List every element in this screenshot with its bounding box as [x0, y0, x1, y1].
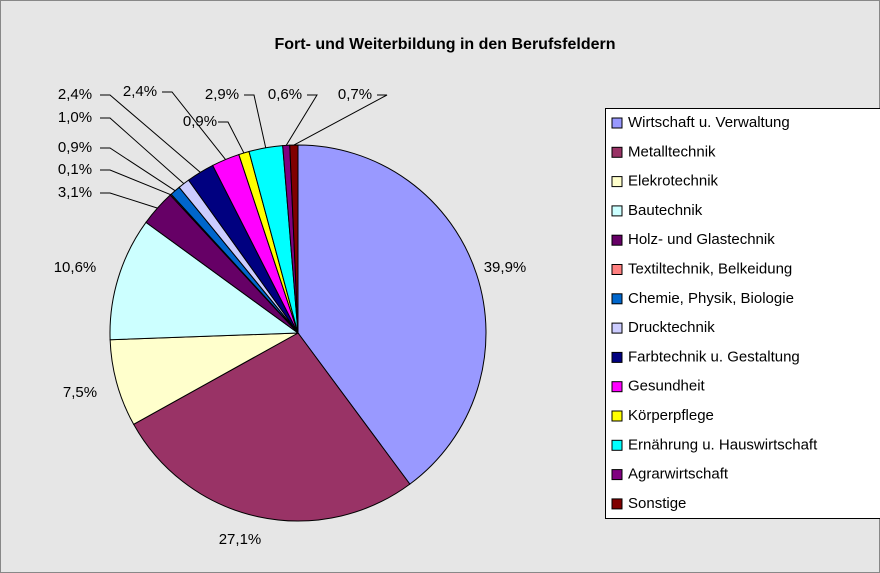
pie-slice: [297, 144, 487, 485]
legend-swatch: [611, 322, 623, 334]
data-label: 7,5%: [63, 384, 97, 401]
data-label: 0,1%: [58, 161, 92, 178]
legend-label: Chemie, Physik, Biologie: [628, 290, 794, 307]
legend-swatch: [611, 498, 623, 510]
legend-swatch: [611, 351, 623, 363]
data-label: 2,4%: [123, 83, 157, 100]
data-label: 39,9%: [484, 259, 527, 276]
leader-line: [100, 117, 185, 185]
legend-swatch: [611, 381, 623, 393]
legend-label: Holz- und Glastechnik: [628, 231, 775, 248]
leader-line: [285, 94, 318, 146]
data-label: 2,9%: [205, 86, 239, 103]
legend-swatch: [611, 176, 623, 188]
legend-swatch: [611, 264, 623, 275]
legend-label: Körperpflege: [628, 407, 714, 424]
leader-line: [293, 94, 388, 146]
data-label: 27,1%: [219, 531, 262, 548]
legend-box: [605, 108, 880, 519]
chart-title: Fort- und Weiterbildung in den Berufsfel…: [274, 36, 615, 53]
data-label: 0,6%: [268, 86, 302, 103]
legend-label: Elekrotechnik: [628, 173, 719, 190]
legend-swatch: [611, 293, 623, 305]
data-label: 0,7%: [338, 86, 372, 103]
legend-swatch: [611, 146, 623, 158]
legend-label: Textiltechnik, Belkeidung: [628, 260, 792, 277]
pie-slice: [132, 332, 411, 522]
legend-swatch: [611, 205, 623, 217]
data-label: 3,1%: [58, 184, 92, 201]
leader-line: [100, 147, 176, 192]
legend-label: Gesundheit: [628, 378, 706, 395]
leader-line: [100, 169, 171, 196]
legend-label: Ernährung u. Hauswirtschaft: [628, 436, 818, 453]
data-label: 0,9%: [183, 113, 217, 130]
legend-swatch: [611, 439, 623, 451]
data-label: 0,9%: [58, 139, 92, 156]
leader-line: [100, 192, 158, 209]
legend-label: Sonstige: [628, 495, 686, 512]
pie-slice: [109, 221, 300, 341]
leader-line: [218, 121, 245, 154]
legend-swatch: [611, 234, 623, 246]
leader-line: [100, 94, 201, 173]
legend-label: Bautechnik: [628, 202, 703, 219]
data-label: 2,4%: [58, 86, 92, 103]
legend-swatch: [611, 117, 623, 129]
legend-swatch: [611, 410, 623, 422]
data-label: 10,6%: [54, 259, 97, 276]
leader-line: [244, 94, 267, 148]
legend-label: Drucktechnik: [628, 319, 715, 336]
legend-swatch: [611, 469, 623, 481]
legend-label: Agrarwirtschaft: [628, 466, 729, 483]
leader-line: [162, 91, 226, 160]
legend-label: Metalltechnik: [628, 143, 716, 160]
data-label: 1,0%: [58, 109, 92, 126]
legend-label: Wirtschaft u. Verwaltung: [628, 114, 790, 131]
legend-label: Farbtechnik u. Gestaltung: [628, 348, 800, 365]
